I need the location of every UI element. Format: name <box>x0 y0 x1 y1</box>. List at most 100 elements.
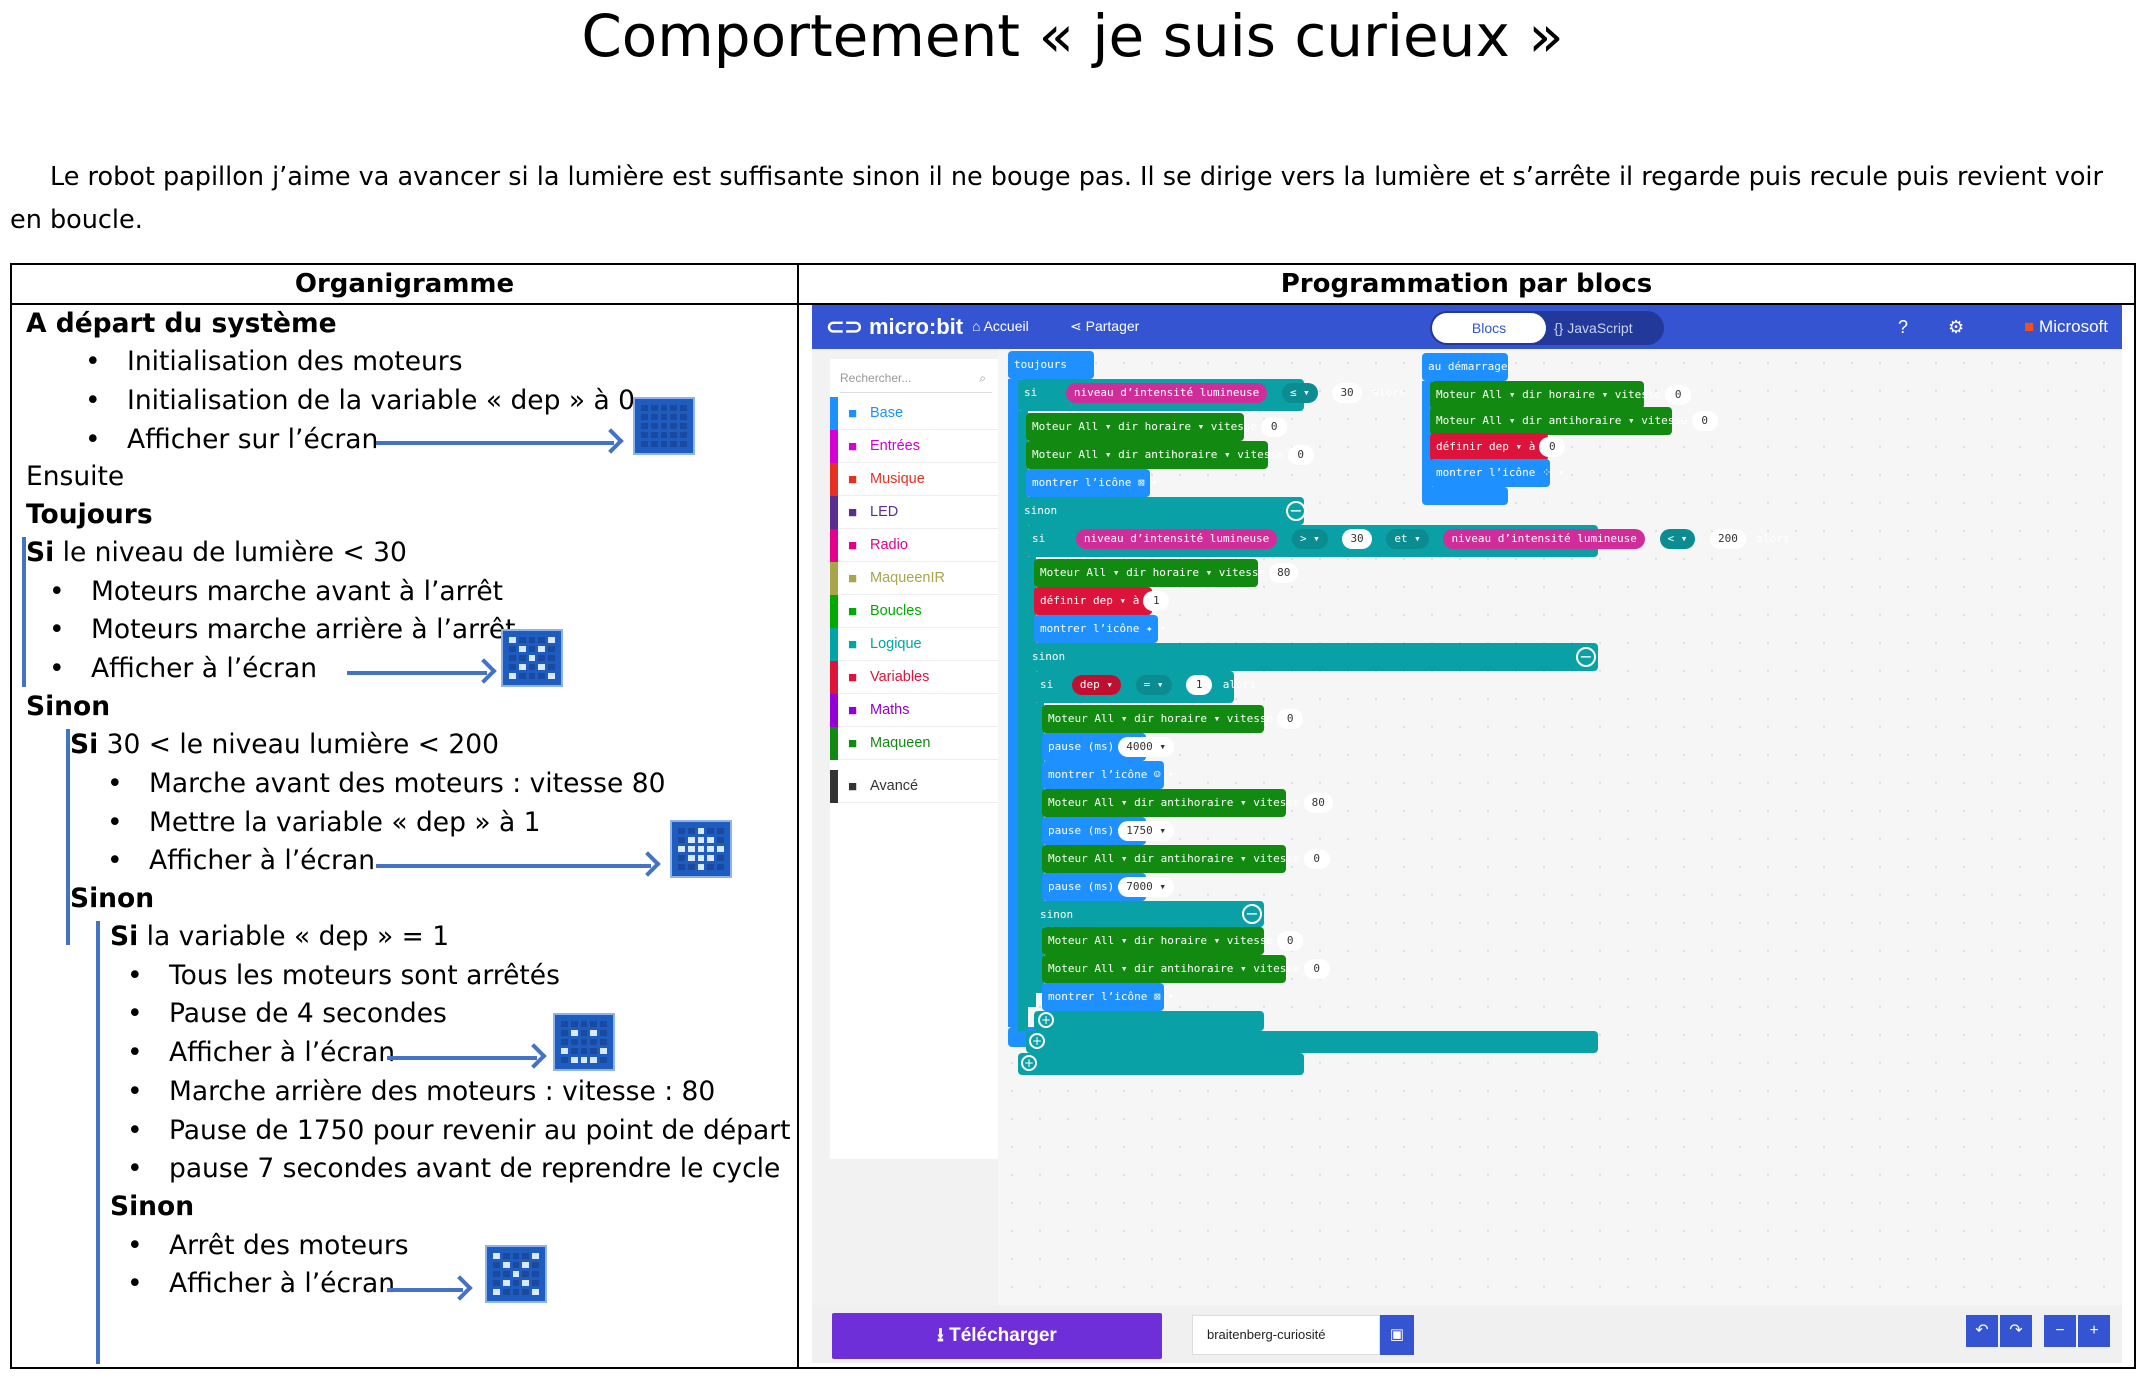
list-icon: ■ <box>848 669 858 686</box>
category-maths[interactable]: ■ Maths <box>830 694 998 727</box>
undo-icon[interactable]: ↶ <box>1966 1315 1998 1347</box>
val-1[interactable]: 1 <box>1186 675 1213 695</box>
category-maqueenir[interactable]: ■ MaqueenIR <box>830 562 998 595</box>
zoom-in-icon[interactable]: + <box>2078 1315 2110 1347</box>
category-maqueen[interactable]: ■ Maqueen <box>830 727 998 760</box>
light-reporter[interactable]: niveau d’intensité lumineuse <box>1065 383 1268 403</box>
block-show-icon-3[interactable]: montrer l’icône ☺ ▾ <box>1042 761 1174 789</box>
toolbox-search[interactable]: Rechercher... ⌕ <box>840 363 992 393</box>
speed-0[interactable]: 0 <box>1665 385 1692 405</box>
category-musique[interactable]: ■ Musique <box>830 463 998 496</box>
arrow-5 <box>387 1288 463 1292</box>
block-motor-bwd-80[interactable]: Moteur All ▾ dir antihoraire ▾ vitesse 80 <box>1042 789 1333 817</box>
speed-0[interactable]: 0 <box>1691 411 1718 431</box>
kw-alors: alors <box>1372 386 1406 399</box>
category-base[interactable]: ■ Base <box>830 397 998 430</box>
plus-icon[interactable]: + <box>1021 1055 1037 1071</box>
block-motor-bwd-stop[interactable]: Moteur All ▾ dir antihoraire ▾ vitesse 0 <box>1042 955 1330 983</box>
led-pixel <box>678 837 685 843</box>
block-show-icon-1[interactable]: montrer l’icône ⊠ ▾ <box>1026 469 1158 497</box>
op-gt[interactable]: > ▾ <box>1291 529 1328 549</box>
speed-0[interactable]: 0 <box>1303 849 1330 869</box>
val-0[interactable]: 0 <box>1539 437 1566 457</box>
nav-share[interactable]: ⋖ Partager <box>1070 318 1139 335</box>
nav-home-label: Accueil <box>983 318 1029 334</box>
category-entrées[interactable]: ■ Entrées <box>830 430 998 463</box>
microsoft-brand[interactable]: ■ Microsoft <box>2024 317 2108 337</box>
speed-0[interactable]: 0 <box>1261 417 1288 437</box>
speed-80[interactable]: 80 <box>1303 793 1333 813</box>
block-motor-fwd-0b[interactable]: Moteur All ▾ dir horaire ▾ vitesse 0 <box>1042 705 1304 733</box>
block-motor-bwd-0[interactable]: Moteur All ▾ dir antihoraire ▾ vitesse 0 <box>1026 441 1314 469</box>
redo-icon[interactable]: ↷ <box>2000 1315 2032 1347</box>
plus-icon[interactable]: + <box>1038 1012 1054 1028</box>
block-motor-bwd-0[interactable]: Moteur All ▾ dir antihoraire ▾ vitesse 0 <box>1042 845 1330 873</box>
block-start-motor-bwd[interactable]: Moteur All ▾ dir antihoraire ▾ vitesse 0 <box>1430 407 1718 435</box>
arrow-3 <box>376 864 651 868</box>
val-1[interactable]: 1 <box>1143 591 1170 611</box>
microbit-logo[interactable]: ⊂⊃ micro:bit <box>826 314 964 339</box>
pause-value[interactable]: 1750 ▾ <box>1118 821 1174 841</box>
block-else-2: sinon <box>1026 643 1598 671</box>
pause-value[interactable]: 7000 ▾ <box>1118 877 1174 897</box>
kw-si: si <box>1024 386 1038 399</box>
block-if-1[interactable]: si niveau d’intensité lumineuse ≤ ▾ 30 a… <box>1018 379 1405 411</box>
flow-if1: Si le niveau de lumière < 30 <box>26 534 407 572</box>
block-show-icon-4[interactable]: montrer l’icône ⊠ ▾ <box>1042 983 1174 1011</box>
pause-value[interactable]: 4000 ▾ <box>1118 737 1174 757</box>
block-pause-7000[interactable]: pause (ms) 7000 ▾ <box>1042 873 1174 901</box>
collapse-icon[interactable]: − <box>1576 647 1596 667</box>
op-lt[interactable]: < ▾ <box>1659 529 1696 549</box>
category-boucles[interactable]: ■ Boucles <box>830 595 998 628</box>
project-name-input[interactable]: braitenberg-curiosité <box>1192 1315 1380 1355</box>
block-motor-fwd-0[interactable]: Moteur All ▾ dir horaire ▾ vitesse 0 <box>1026 413 1288 441</box>
dep-reporter[interactable]: dep ▾ <box>1071 675 1121 695</box>
speed-0[interactable]: 0 <box>1277 709 1304 729</box>
block-motor-fwd-80[interactable]: Moteur All ▾ dir horaire ▾ vitesse 80 <box>1034 559 1299 587</box>
tab-blocks[interactable]: Blocs <box>1432 313 1546 343</box>
category-variables[interactable]: ■ Variables <box>830 661 998 694</box>
flow-then: Ensuite <box>26 461 125 492</box>
speed-0[interactable]: 0 <box>1277 931 1304 951</box>
block-forever[interactable]: toujours <box>1008 351 1094 379</box>
op-eq[interactable]: = ▾ <box>1135 675 1172 695</box>
download-button[interactable]: ⭳ Télécharger <box>832 1313 1162 1359</box>
op-and[interactable]: et ▾ <box>1386 529 1429 549</box>
block-start-show-icon[interactable]: montrer l’icône ⁘ ▾ <box>1430 459 1564 487</box>
val-30[interactable]: 30 <box>1332 383 1362 403</box>
op-lt[interactable]: ≤ ▾ <box>1281 383 1318 403</box>
tab-javascript[interactable]: {} JavaScript <box>1554 311 1633 345</box>
collapse-icon[interactable]: − <box>1286 501 1306 521</box>
block-if-2[interactable]: si niveau d’intensité lumineuse > ▾ 30 e… <box>1026 525 1790 557</box>
block-on-start[interactable]: au démarrage <box>1422 353 1508 381</box>
category-radio[interactable]: ■ Radio <box>830 529 998 562</box>
category-led[interactable]: ■ LED <box>830 496 998 529</box>
category-avancé[interactable]: ■ Avancé <box>830 770 998 803</box>
editor-mode-toggle: Blocs {} JavaScript <box>1430 311 1664 345</box>
block-if-3[interactable]: si dep ▾ = ▾ 1 alors <box>1034 671 1256 703</box>
block-pause-1750[interactable]: pause (ms) 1750 ▾ <box>1042 817 1174 845</box>
category-label: MaqueenIR <box>870 570 945 586</box>
blocks-workspace[interactable]: toujours si niveau d’intensité lumineuse… <box>998 349 2122 1309</box>
zoom-out-icon[interactable]: − <box>2044 1315 2076 1347</box>
block-motor-fwd-stop[interactable]: Moteur All ▾ dir horaire ▾ vitesse 0 <box>1042 927 1304 955</box>
light-reporter[interactable]: niveau d’intensité lumineuse <box>1075 529 1278 549</box>
speed-80[interactable]: 80 <box>1269 563 1299 583</box>
nav-home[interactable]: ⌂ Accueil <box>972 318 1029 334</box>
block-show-icon-2[interactable]: montrer l’icône ✦ ▾ <box>1034 615 1166 643</box>
save-icon[interactable]: ▣ <box>1380 1315 1414 1355</box>
plus-icon[interactable]: + <box>1029 1033 1045 1049</box>
gear-icon[interactable]: ⚙ <box>1948 317 1965 337</box>
category-logique[interactable]: ■ Logique <box>830 628 998 661</box>
speed-0[interactable]: 0 <box>1287 445 1314 465</box>
block-pause-4000[interactable]: pause (ms) 4000 ▾ <box>1042 733 1174 761</box>
val-200[interactable]: 200 <box>1710 529 1746 549</box>
block-start-motor-fwd[interactable]: Moteur All ▾ dir horaire ▾ vitesse 0 <box>1430 381 1692 409</box>
collapse-icon[interactable]: − <box>1242 904 1262 924</box>
help-icon[interactable]: ? <box>1898 317 1909 337</box>
light-reporter[interactable]: niveau d’intensité lumineuse <box>1443 529 1645 549</box>
speed-0[interactable]: 0 <box>1303 959 1330 979</box>
val-30[interactable]: 30 <box>1342 529 1372 549</box>
